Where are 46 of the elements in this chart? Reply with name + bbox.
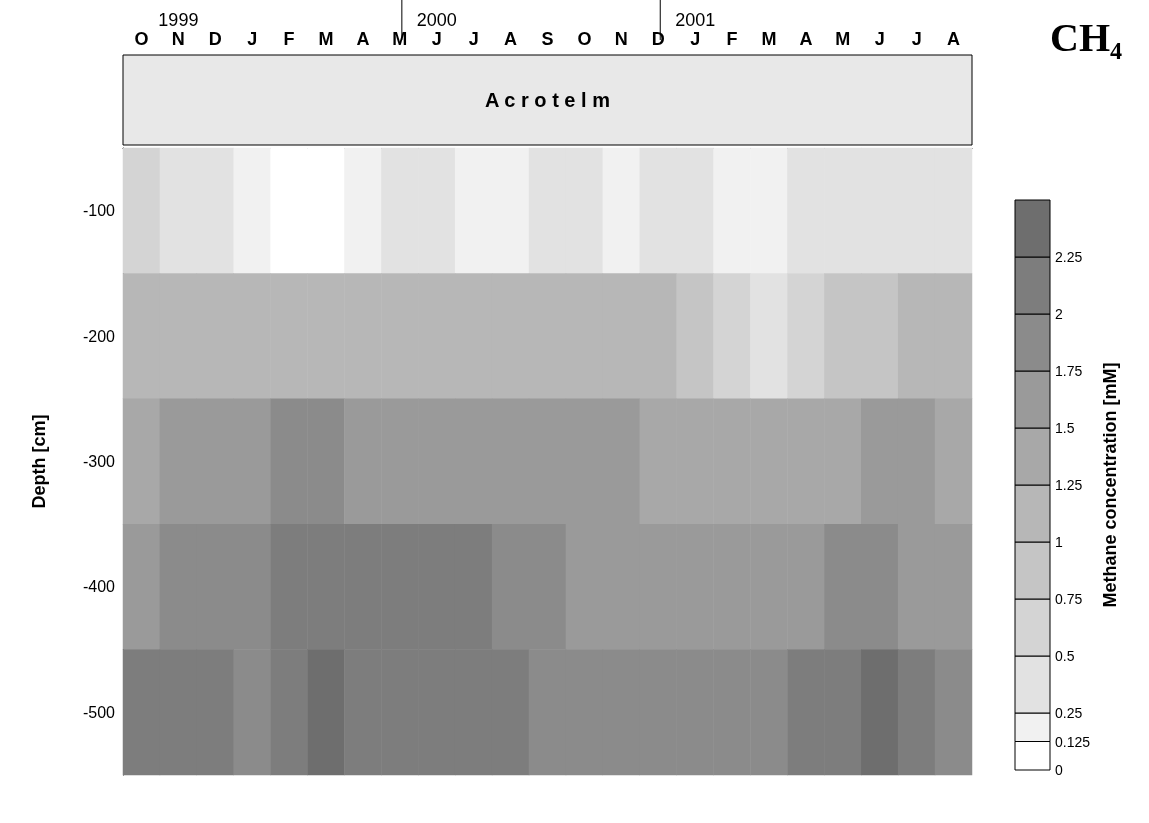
- x-tick-label: A: [356, 29, 370, 49]
- color-bar-label: 2: [1055, 306, 1063, 322]
- color-bar-label: 0.125: [1055, 733, 1091, 750]
- x-tick-label: M: [318, 29, 334, 49]
- x-tick-label: A: [504, 29, 518, 49]
- text: 1999: [158, 10, 199, 30]
- x-tick-label: A: [947, 29, 961, 49]
- text: 2000: [416, 10, 457, 30]
- x-tick-label: J: [468, 29, 479, 49]
- y-tick-label: -500: [82, 703, 116, 721]
- y-tick-label: -100: [82, 202, 116, 220]
- x-tick-label: D: [651, 29, 665, 49]
- y-tick-label: -300: [82, 453, 116, 470]
- x-tick-label: F: [283, 29, 295, 49]
- color-bar-label: 0: [1055, 762, 1063, 778]
- color-bar-label: 0.5: [1055, 648, 1075, 664]
- x-tick-label: N: [614, 29, 628, 49]
- x-tick-label: M: [835, 29, 851, 49]
- y-axis-title: Depth [cm]: [29, 414, 49, 509]
- x-tick-label: D: [208, 29, 222, 49]
- x-tick-label: M: [761, 29, 777, 49]
- x-tick-label: J: [874, 29, 885, 49]
- y-tick-label: -400: [82, 578, 116, 596]
- x-tick-label: J: [690, 29, 701, 49]
- x-tick-label: J: [911, 29, 922, 49]
- color-bar-label: 1.5: [1055, 420, 1075, 436]
- color-bar-title: Methane concentration [mM]: [1100, 362, 1120, 608]
- color-bar-label: 1: [1055, 534, 1063, 550]
- x-tick-label: J: [431, 29, 442, 49]
- text: A c r o t e l m: [485, 89, 610, 111]
- color-bar-label: 1.75: [1055, 363, 1083, 379]
- x-tick-label: F: [726, 29, 738, 49]
- x-tick-label: M: [392, 29, 408, 49]
- x-tick-label: J: [247, 29, 258, 49]
- color-bar-label: 2.25: [1055, 249, 1083, 265]
- x-tick-label: A: [799, 29, 813, 49]
- x-tick-label: N: [171, 29, 185, 49]
- y-tick-label: -200: [82, 327, 116, 345]
- color-bar-label: 0.75: [1055, 591, 1083, 607]
- color-bar-label: 0.25: [1055, 705, 1083, 721]
- color-bar-label: 1.25: [1055, 477, 1083, 493]
- text: 2001: [675, 10, 716, 30]
- x-tick-label: S: [541, 29, 554, 49]
- x-tick-label: O: [134, 29, 149, 49]
- x-tick-label: O: [577, 29, 592, 49]
- text: CH₄: [1050, 14, 1123, 60]
